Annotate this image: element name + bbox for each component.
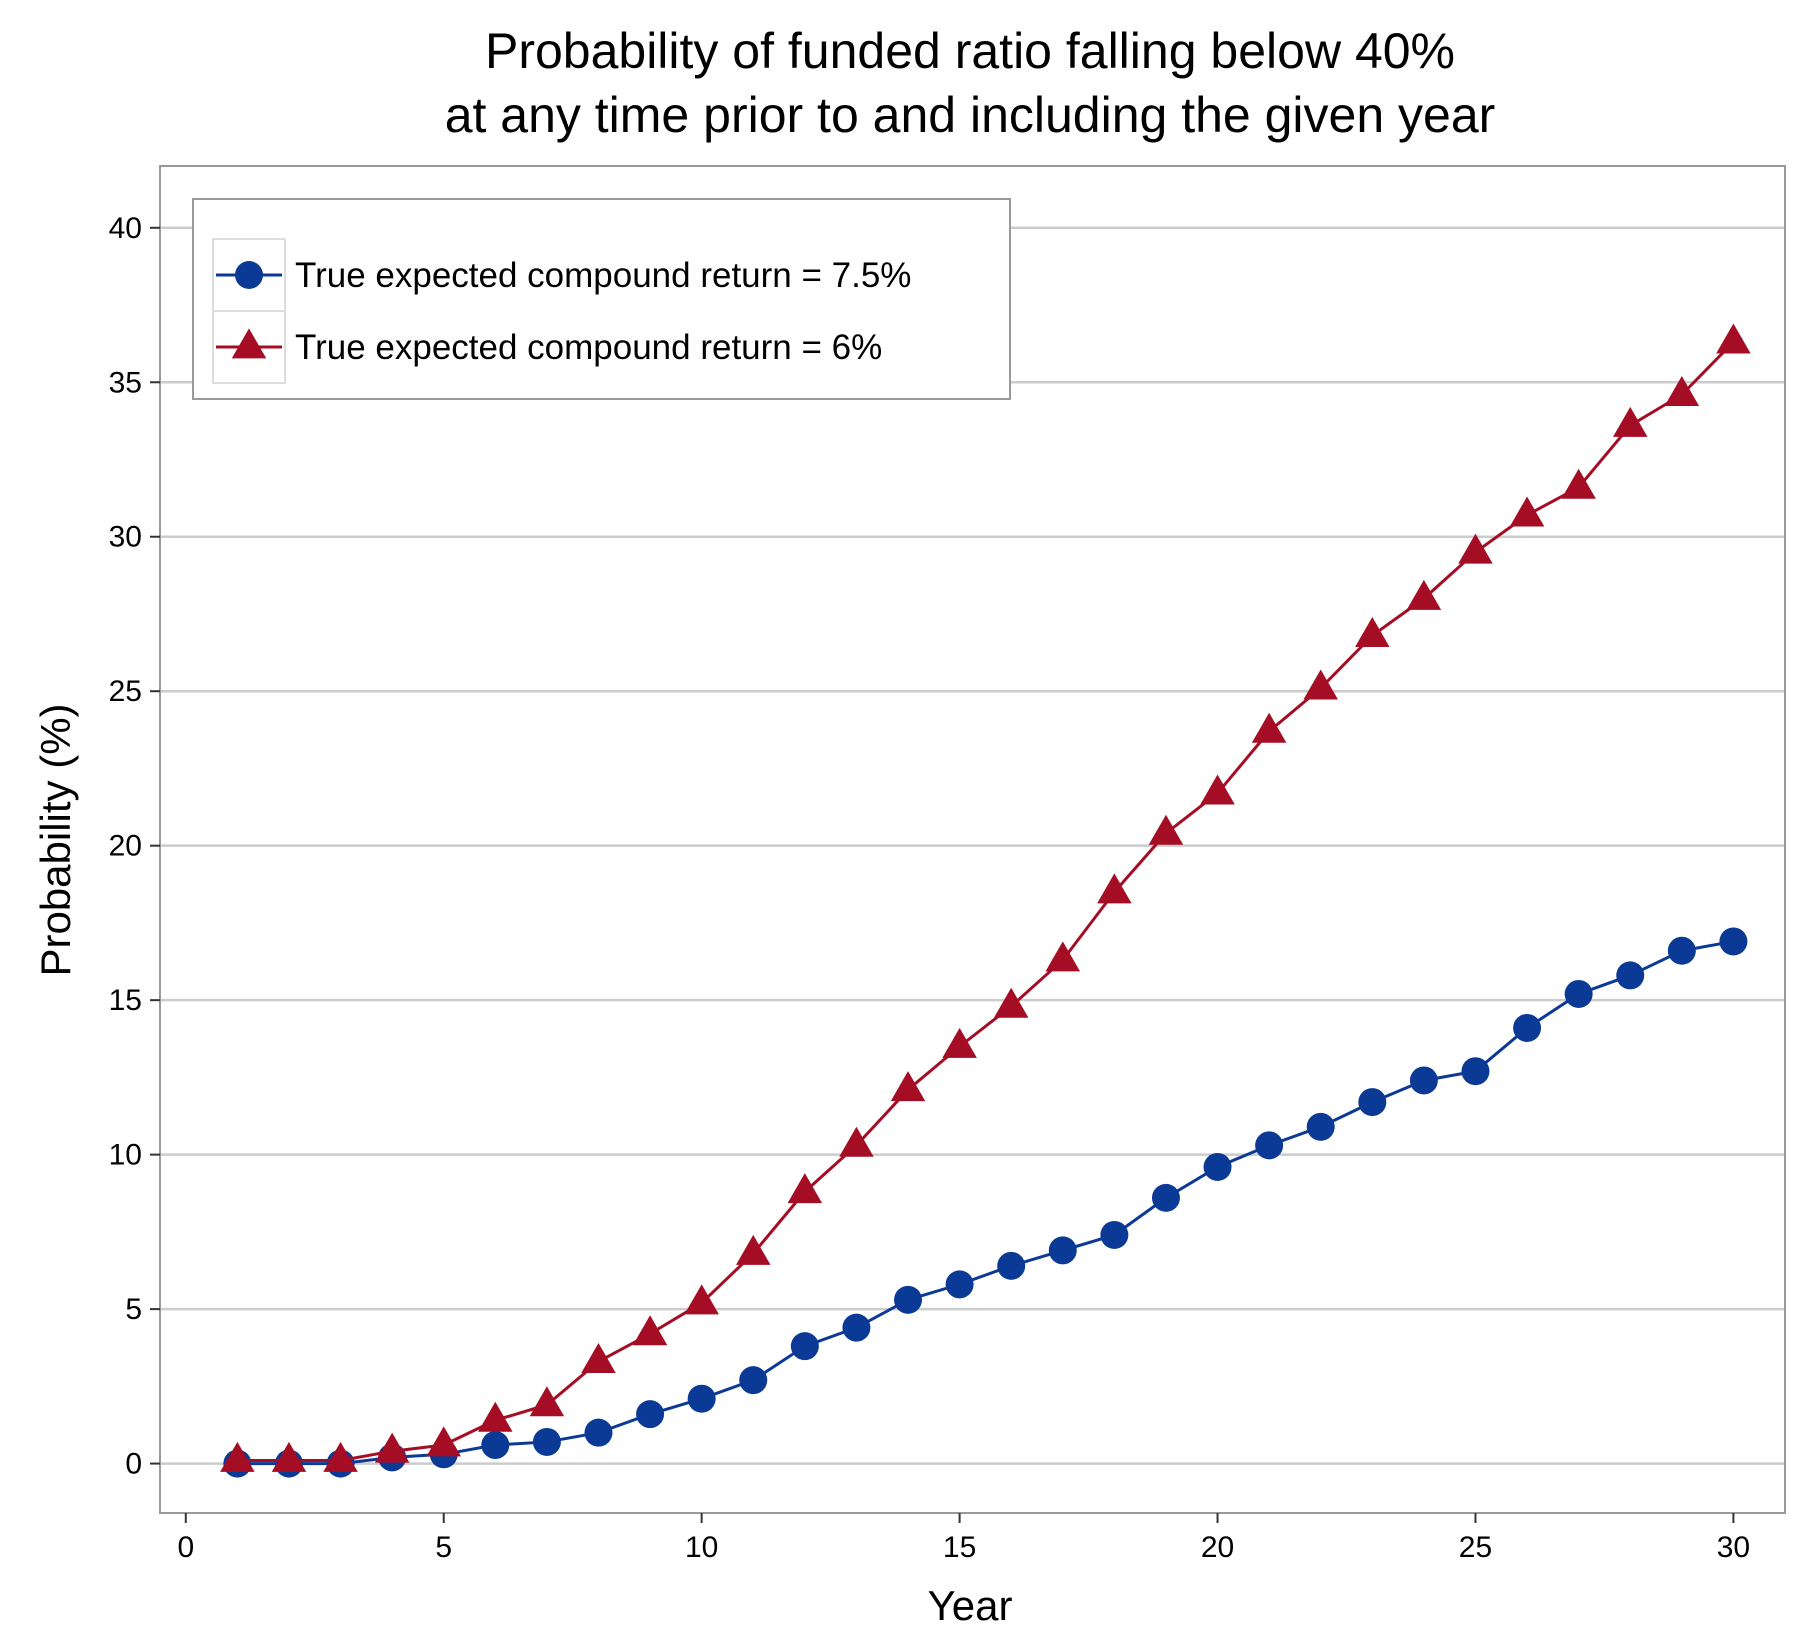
series-2-point	[1303, 669, 1338, 700]
y-tick-label: 5	[125, 1293, 142, 1326]
series-1-point	[687, 1384, 716, 1413]
legend-entry-2: True expected compound return = 6%	[212, 310, 882, 384]
series-2-point	[942, 1027, 977, 1058]
series-2-point	[323, 1441, 358, 1472]
series-1-point	[1203, 1152, 1232, 1181]
series-2-point	[1045, 941, 1081, 972]
series-2	[220, 323, 1751, 1472]
series-2-point	[529, 1386, 565, 1417]
y-tick-label: 30	[109, 521, 142, 554]
y-tick-label: 25	[109, 675, 142, 708]
chart-title: Probability of funded ratio falling belo…	[485, 23, 1455, 79]
legend-key-marker	[231, 328, 267, 359]
series-2-point	[1355, 616, 1390, 647]
series-1-point	[584, 1418, 613, 1447]
series-2-point	[684, 1284, 719, 1315]
legend-box	[192, 198, 1011, 400]
x-tick-label: 10	[685, 1531, 718, 1564]
x-tick-label: 0	[177, 1531, 194, 1564]
series-1-point	[894, 1285, 923, 1314]
series-1-point	[1461, 1057, 1490, 1086]
series-1-point	[790, 1332, 819, 1361]
series-2-point	[1148, 814, 1184, 845]
series-2-line	[237, 341, 1735, 1462]
y-tick-label: 15	[109, 984, 142, 1017]
series-2-point	[787, 1173, 823, 1204]
plot-frame	[159, 165, 1786, 1514]
series-2-point	[1664, 376, 1700, 407]
series-2-point	[890, 1071, 926, 1102]
x-axis-title: Year	[928, 1582, 1013, 1629]
x-tick-label: 25	[1459, 1531, 1492, 1564]
series-2-point	[478, 1401, 513, 1432]
legend: True expected compound return = 7.5% True…	[192, 198, 1011, 400]
series-2-point	[993, 987, 1029, 1018]
series-2-point	[271, 1441, 307, 1472]
series-1-point	[1100, 1220, 1129, 1249]
series-1-point	[1719, 927, 1748, 956]
y-tick-label: 40	[109, 212, 142, 245]
series-1-point	[1667, 936, 1696, 965]
series-1-point	[1513, 1013, 1542, 1042]
axes: 0 5 10 15 20 25 30 35 40 0 5 10 15 20 25 30	[109, 212, 1750, 1564]
x-tick-label: 30	[1717, 1531, 1750, 1564]
chart-subtitle: at any time prior to and including the g…	[445, 87, 1496, 143]
y-tick-label: 35	[109, 366, 142, 399]
y-tick-label: 20	[109, 830, 142, 863]
series-1-point	[532, 1427, 561, 1456]
y-tick-label: 10	[109, 1139, 142, 1172]
series-1-point	[739, 1366, 768, 1395]
series-1-point	[945, 1270, 974, 1299]
series-1-point	[1255, 1131, 1284, 1160]
legend-entries: True expected compound return = 7.5% True…	[212, 238, 911, 384]
series-2-point	[1561, 468, 1596, 499]
series-1-point	[1151, 1183, 1180, 1212]
x-tick-label: 15	[943, 1531, 976, 1564]
x-tick-label: 5	[435, 1531, 452, 1564]
series-2-point	[374, 1432, 410, 1463]
series-2-point	[1200, 774, 1235, 805]
y-axis-title: Probability (%)	[32, 703, 79, 976]
series-1-point	[1306, 1112, 1335, 1141]
series-2-point	[1509, 496, 1545, 527]
series-1-point	[1048, 1236, 1077, 1265]
series-1-point	[636, 1400, 665, 1429]
series-1-point	[1409, 1066, 1438, 1095]
legend-entry-1: True expected compound return = 7.5%	[212, 238, 911, 312]
legend-label: True expected compound return = 7.5%	[295, 256, 911, 295]
series-2-point	[736, 1234, 771, 1265]
y-tick-label: 0	[125, 1448, 142, 1481]
series-2-point	[1097, 873, 1132, 904]
series-2-point	[1716, 323, 1751, 354]
series-1-point	[1358, 1088, 1387, 1117]
x-tick-label: 20	[1201, 1531, 1234, 1564]
series-1-point	[842, 1313, 871, 1342]
legend-key-marker	[235, 261, 263, 289]
series-layer	[220, 323, 1751, 1478]
series-2-point	[1458, 533, 1493, 564]
series-1-point	[997, 1251, 1026, 1280]
series-1-line	[237, 939, 1734, 1466]
legend-label: True expected compound return = 6%	[295, 328, 882, 367]
series-2-point	[1251, 712, 1287, 743]
series-2-point	[426, 1426, 461, 1457]
series-2-point	[1612, 406, 1648, 437]
series-2-point	[581, 1343, 616, 1374]
series-1-point	[1616, 961, 1645, 990]
series-2-point	[632, 1315, 668, 1346]
series-2-point	[220, 1441, 255, 1472]
series-1-point	[1564, 979, 1593, 1008]
series-2-point	[839, 1126, 874, 1157]
series-1-point	[481, 1431, 510, 1460]
series-2-point	[1406, 579, 1442, 610]
series-1	[223, 927, 1748, 1478]
